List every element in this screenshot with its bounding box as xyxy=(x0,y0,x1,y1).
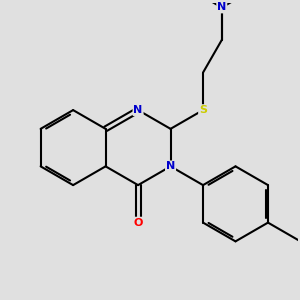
Text: N: N xyxy=(217,2,226,13)
Text: O: O xyxy=(134,218,143,228)
Text: N: N xyxy=(166,161,175,171)
Text: S: S xyxy=(199,105,207,115)
Text: N: N xyxy=(134,105,143,115)
